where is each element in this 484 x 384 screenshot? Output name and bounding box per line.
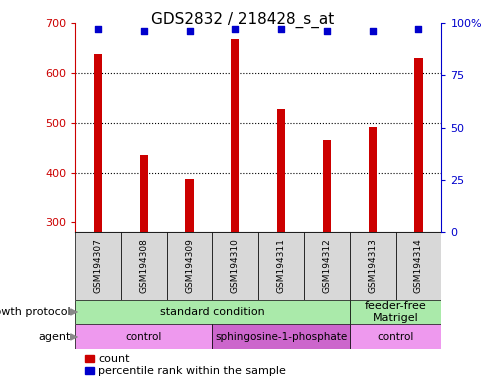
Bar	[75, 324, 212, 349]
Text: GSM194311: GSM194311	[276, 238, 285, 293]
Text: GSM194307: GSM194307	[93, 238, 102, 293]
Bar	[185, 179, 193, 232]
Bar	[257, 232, 303, 300]
Bar	[349, 300, 440, 324]
Bar	[303, 232, 349, 300]
Point	[277, 26, 285, 32]
Point	[185, 28, 193, 35]
Bar	[139, 155, 148, 232]
Text: sphingosine-1-phosphate: sphingosine-1-phosphate	[214, 332, 347, 342]
Bar	[276, 109, 285, 232]
Text: control: control	[377, 332, 413, 342]
Bar	[212, 324, 349, 349]
Bar	[75, 232, 121, 300]
Bar	[413, 58, 422, 232]
Bar	[75, 300, 349, 324]
Text: count: count	[98, 354, 130, 364]
Bar	[349, 232, 395, 300]
Point	[414, 26, 422, 32]
Text: GSM194308: GSM194308	[139, 238, 148, 293]
Text: GSM194314: GSM194314	[413, 238, 422, 293]
Text: agent: agent	[38, 332, 70, 342]
Point	[231, 26, 239, 32]
Text: standard condition: standard condition	[160, 307, 264, 317]
Bar	[368, 127, 376, 232]
Text: GDS2832 / 218428_s_at: GDS2832 / 218428_s_at	[151, 12, 333, 28]
Bar	[94, 54, 102, 232]
Text: GSM194312: GSM194312	[322, 238, 331, 293]
Text: control: control	[125, 332, 162, 342]
Bar	[322, 140, 331, 232]
Point	[368, 28, 376, 35]
Point	[140, 28, 148, 35]
Bar	[231, 39, 239, 232]
Bar	[212, 232, 257, 300]
Text: percentile rank within the sample: percentile rank within the sample	[98, 366, 286, 376]
Bar	[395, 232, 440, 300]
Text: growth protocol: growth protocol	[0, 307, 70, 317]
Point	[94, 26, 102, 32]
Bar	[349, 324, 440, 349]
Text: feeder-free
Matrigel: feeder-free Matrigel	[364, 301, 425, 323]
Text: GSM194309: GSM194309	[185, 238, 194, 293]
Text: GSM194310: GSM194310	[230, 238, 240, 293]
Bar	[166, 232, 212, 300]
Bar	[121, 232, 166, 300]
Point	[322, 28, 330, 35]
Text: GSM194313: GSM194313	[367, 238, 377, 293]
